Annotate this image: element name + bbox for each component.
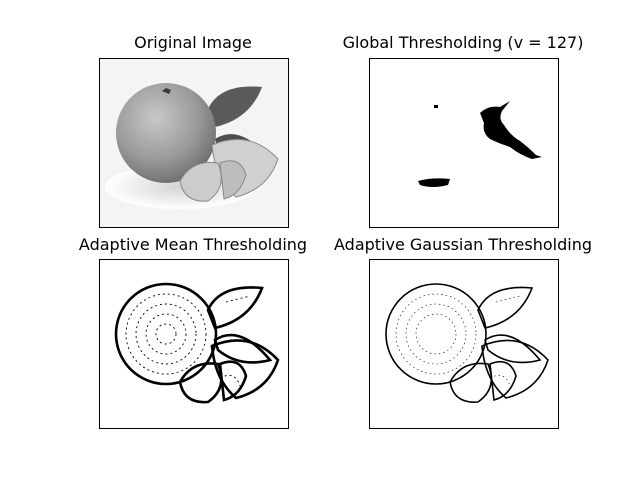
panel-title-adaptive-mean: Adaptive Mean Thresholding <box>78 235 308 254</box>
panel-title-original: Original Image <box>134 33 252 52</box>
global-threshold-image <box>370 59 558 227</box>
panel-adaptive-mean <box>99 259 289 429</box>
panel-global-threshold <box>369 58 559 228</box>
adaptive-mean-image <box>100 260 288 428</box>
panel-title-adaptive-gaussian: Adaptive Gaussian Thresholding <box>334 235 592 254</box>
orange <box>116 83 216 183</box>
leaf-upper <box>208 86 262 127</box>
panel-adaptive-gaussian <box>369 259 559 429</box>
adaptive-gaussian-image <box>370 260 558 428</box>
original-image <box>100 59 288 227</box>
panel-title-global: Global Thresholding (v = 127) <box>342 33 584 52</box>
panel-original-image <box>99 58 289 228</box>
